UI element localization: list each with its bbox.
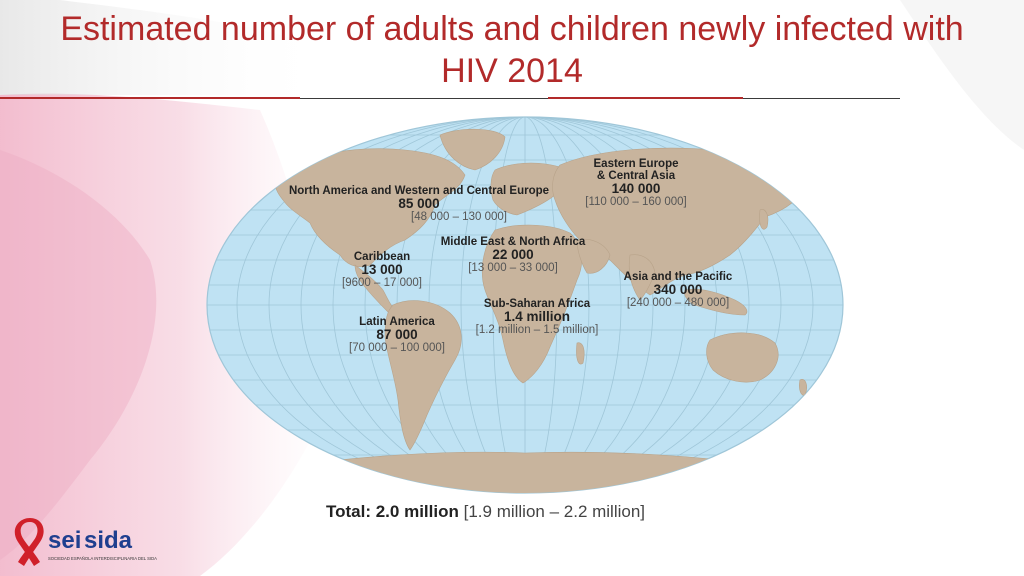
region-range: [48 000 – 130 000] <box>411 211 507 223</box>
red-ribbon-icon <box>14 518 44 566</box>
label-north-america-western-central-europe: North America and Western and Central Eu… <box>262 185 576 224</box>
region-name: Middle East & North Africa <box>440 236 586 248</box>
logo-tagline: SOCIEDAD ESPAÑOLA INTERDISCIPLINARIA DEL… <box>48 556 157 561</box>
label-sub-saharan-africa: Sub-Saharan Africa 1.4 million [1.2 mill… <box>460 298 614 337</box>
page-title: Estimated number of adults and children … <box>60 10 964 90</box>
region-value: 1.4 million <box>503 309 571 324</box>
title-underline-accent-right <box>548 97 743 99</box>
total-summary: Total: 2.0 million [1.9 million – 2.2 mi… <box>326 502 645 522</box>
logo-brand-a: sei <box>48 527 81 554</box>
region-value: 22 000 <box>492 247 534 262</box>
europe <box>490 162 566 216</box>
label-caribbean: Caribbean 13 000 [9600 – 17 000] <box>330 251 434 290</box>
australia <box>706 332 779 383</box>
region-value: 85 000 <box>398 196 440 211</box>
region-range: [13 000 – 33 000] <box>468 262 558 274</box>
region-name: Asia and the Pacific <box>623 271 733 283</box>
label-middle-east-north-africa: Middle East & North Africa 22 000 [13 00… <box>428 236 598 275</box>
region-name-line1: Eastern Europe <box>593 158 679 170</box>
region-range: [240 000 – 480 000] <box>626 297 730 309</box>
world-map <box>206 116 844 494</box>
region-name: North America and Western and Central Eu… <box>288 185 550 197</box>
southeast-asia-islands <box>684 288 748 316</box>
africa <box>481 224 583 384</box>
north-america <box>274 148 466 267</box>
region-name: Caribbean <box>353 251 411 263</box>
greenland <box>439 128 506 171</box>
label-latin-america: Latin America 87 000 [70 000 – 100 000] <box>340 316 454 355</box>
region-name: Latin America <box>359 316 435 328</box>
total-value: Total: 2.0 million <box>326 502 459 521</box>
arabian-peninsula <box>576 238 611 274</box>
region-name-line2: & Central Asia <box>596 170 676 182</box>
indian-subcontinent <box>628 254 656 301</box>
region-value: 140 000 <box>611 181 661 196</box>
logo-brand-b: sida <box>84 527 133 554</box>
japan <box>759 209 769 230</box>
region-range: [110 000 – 160 000] <box>585 196 687 208</box>
region-name: Sub-Saharan Africa <box>483 298 591 310</box>
title-underline-accent <box>0 97 300 99</box>
label-asia-pacific: Asia and the Pacific 340 000 [240 000 – … <box>605 271 751 310</box>
madagascar <box>576 342 585 365</box>
region-value: 340 000 <box>653 282 703 297</box>
region-value: 13 000 <box>361 262 403 277</box>
south-america <box>384 300 462 451</box>
antarctica <box>207 451 843 493</box>
region-range: [1.2 million – 1.5 million] <box>475 324 599 336</box>
region-value: 87 000 <box>376 327 418 342</box>
seisida-logo: sei sida SOCIEDAD ESPAÑOLA INTERDISCIPLI… <box>14 518 157 566</box>
region-range: [70 000 – 100 000] <box>349 342 445 354</box>
region-range: [9600 – 17 000] <box>342 277 422 289</box>
label-eastern-europe-central-asia: Eastern Europe & Central Asia 140 000 [1… <box>570 158 702 209</box>
total-range: [1.9 million – 2.2 million] <box>463 502 646 521</box>
